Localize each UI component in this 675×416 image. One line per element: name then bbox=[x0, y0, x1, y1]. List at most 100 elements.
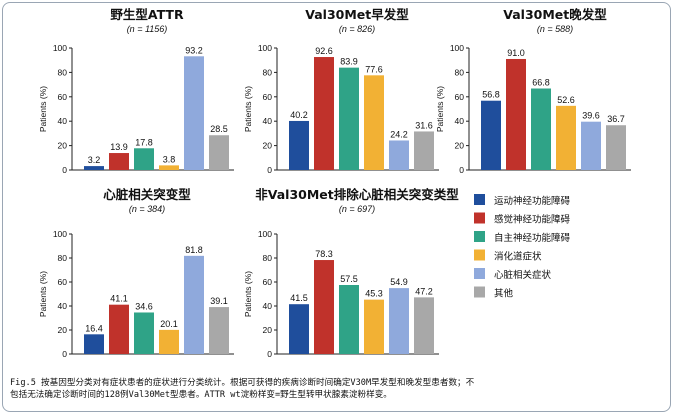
legend-swatch-cardiac bbox=[474, 268, 485, 279]
bar-autonomic bbox=[339, 67, 359, 170]
legend-label: 运动神经功能障碍 bbox=[494, 195, 571, 207]
y-tick-label: 40 bbox=[58, 301, 68, 311]
y-tick-label: 60 bbox=[455, 92, 465, 102]
y-tick-label: 40 bbox=[263, 116, 273, 126]
bar-value-label: 93.2 bbox=[185, 45, 203, 55]
y-tick-label: 80 bbox=[455, 67, 465, 77]
y-tick-label: 0 bbox=[62, 349, 67, 359]
chart-panel-5: 非Val30Met排除心脏相关突变类型 (n = 697) 0 20 40 60 80 100… bbox=[243, 187, 459, 359]
y-tick-label: 100 bbox=[258, 43, 272, 53]
y-tick-label: 40 bbox=[263, 301, 273, 311]
bar-sensory bbox=[314, 260, 334, 354]
y-tick-label: 100 bbox=[53, 229, 67, 239]
y-tick-label: 80 bbox=[263, 253, 273, 263]
bar-value-label: 16.4 bbox=[85, 323, 103, 333]
y-tick-label: 100 bbox=[450, 43, 464, 53]
bar-sensory bbox=[109, 153, 129, 170]
bar-cardiac bbox=[389, 288, 409, 354]
y-tick-label: 20 bbox=[455, 141, 465, 151]
bar-value-label: 81.8 bbox=[185, 245, 203, 255]
chart-subtitle: (n = 588) bbox=[537, 24, 573, 34]
chart-title: 野生型ATTR bbox=[110, 7, 184, 22]
y-tick-label: 20 bbox=[58, 141, 68, 151]
bar-value-label: 36.7 bbox=[607, 114, 625, 124]
legend-swatch-gi bbox=[474, 249, 485, 261]
bar-value-label: 41.5 bbox=[290, 293, 308, 303]
y-tick-label: 60 bbox=[58, 277, 68, 287]
chart-title: Val30Met早发型 bbox=[305, 7, 409, 22]
bar-value-label: 39.6 bbox=[582, 111, 600, 121]
bar-cardiac bbox=[184, 56, 204, 170]
y-tick-label: 80 bbox=[58, 253, 68, 263]
bar-value-label: 57.5 bbox=[340, 274, 358, 284]
y-tick-label: 0 bbox=[267, 349, 272, 359]
bar-sensory bbox=[109, 304, 129, 354]
legend-label: 感觉神经功能障碍 bbox=[494, 214, 571, 226]
chart-title: 非Val30Met排除心脏相关突变类型 bbox=[255, 187, 459, 202]
bar-value-label: 47.2 bbox=[415, 286, 433, 296]
bar-value-label: 3.8 bbox=[163, 154, 176, 164]
bar-cardiac bbox=[389, 140, 409, 170]
bar-value-label: 41.1 bbox=[110, 294, 128, 304]
legend-label: 其他 bbox=[494, 288, 514, 300]
legend-label: 消化道症状 bbox=[494, 251, 542, 263]
chart-panel-3: Val30Met晚发型 (n = 588) 0 20 40 60 80 100 Patients… bbox=[435, 7, 631, 175]
bar-value-label: 24.2 bbox=[390, 129, 408, 139]
bar-value-label: 66.8 bbox=[532, 78, 550, 88]
bar-value-label: 45.3 bbox=[365, 289, 383, 299]
bar-value-label: 28.5 bbox=[210, 124, 228, 134]
y-tick-label: 40 bbox=[455, 116, 465, 126]
caption-line-2: 包括无法确定诊断时间的128例Val30Met型患者。ATTR wt淀粉样变=野… bbox=[10, 390, 392, 400]
bar-motor bbox=[289, 120, 309, 170]
bar-value-label: 17.8 bbox=[135, 137, 153, 147]
bar-cardiac bbox=[184, 255, 204, 354]
bar-gi bbox=[159, 165, 179, 170]
bar-value-label: 34.6 bbox=[135, 301, 153, 311]
bar-gi bbox=[556, 105, 576, 170]
y-tick-label: 40 bbox=[58, 116, 68, 126]
bar-value-label: 3.2 bbox=[88, 155, 101, 165]
bar-other bbox=[606, 125, 626, 170]
bar-sensory bbox=[506, 58, 526, 171]
bar-other bbox=[414, 131, 434, 170]
y-tick-label: 0 bbox=[62, 165, 67, 175]
bar-value-label: 92.6 bbox=[315, 46, 333, 56]
caption-line-1: Fig.5 按基因型分类对有症状患者的症状进行分类统计。根据可获得的疾病诊断时间… bbox=[10, 378, 475, 388]
chart-panel-1: 野生型ATTR (n = 1156) 0 20 40 60 80 100 Patients (%… bbox=[38, 7, 234, 175]
bar-value-label: 83.9 bbox=[340, 57, 358, 67]
y-tick-label: 80 bbox=[263, 67, 273, 77]
legend-swatch-sensory bbox=[474, 212, 485, 224]
bar-value-label: 56.8 bbox=[482, 90, 500, 100]
chart-subtitle: (n = 1156) bbox=[127, 24, 168, 34]
bar-motor bbox=[481, 100, 501, 170]
y-axis-label: Patients (%) bbox=[435, 86, 445, 132]
y-tick-label: 100 bbox=[258, 229, 272, 239]
y-axis-label: Patients (%) bbox=[243, 271, 253, 317]
bar-value-label: 91.0 bbox=[507, 48, 525, 58]
y-axis-label: Patients (%) bbox=[38, 271, 48, 317]
chart-title: 心脏相关突变型 bbox=[103, 187, 191, 202]
y-tick-label: 0 bbox=[267, 165, 272, 175]
bar-value-label: 52.6 bbox=[557, 95, 575, 105]
bar-autonomic bbox=[531, 88, 551, 170]
y-axis-label: Patients (%) bbox=[38, 86, 48, 132]
chart-panel-4: 心脏相关突变型 (n = 384) 0 20 40 60 80 100 Patients (%)… bbox=[38, 187, 234, 359]
bar-value-label: 77.6 bbox=[365, 64, 383, 74]
bar-autonomic bbox=[134, 312, 154, 354]
y-tick-label: 20 bbox=[263, 141, 273, 151]
bar-value-label: 78.3 bbox=[315, 249, 333, 259]
y-tick-label: 0 bbox=[459, 165, 464, 175]
bar-other bbox=[414, 297, 434, 354]
y-tick-label: 80 bbox=[58, 67, 68, 77]
bar-gi bbox=[364, 299, 384, 354]
bar-value-label: 40.2 bbox=[290, 110, 308, 120]
y-axis-label: Patients (%) bbox=[243, 86, 253, 132]
legend-swatch-other bbox=[474, 286, 485, 298]
legend-label: 心脏相关症状 bbox=[494, 269, 552, 281]
chart-panel-2: Val30Met早发型 (n = 826) 0 20 40 60 80 100 Patients… bbox=[243, 7, 439, 175]
bar-gi bbox=[364, 75, 384, 170]
legend-swatch-autonomic bbox=[474, 231, 485, 242]
legend-swatch-motor bbox=[474, 194, 485, 205]
